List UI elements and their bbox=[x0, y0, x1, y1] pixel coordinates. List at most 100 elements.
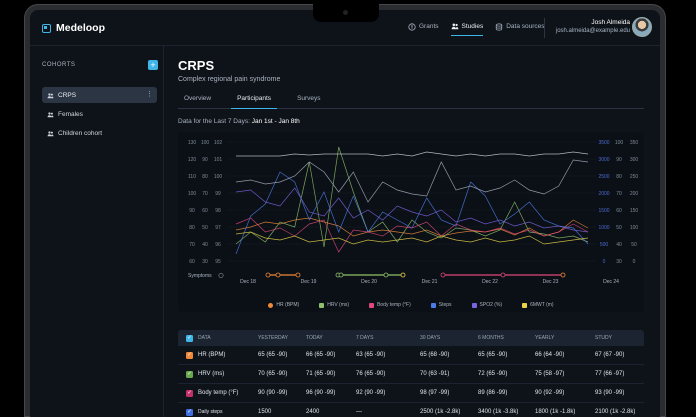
column-header[interactable]: 7 DAYS bbox=[356, 335, 374, 341]
legend-label: Body temp (°F) bbox=[377, 302, 411, 308]
y-tick-label: 50 bbox=[202, 225, 208, 231]
sidebar-item-females[interactable]: Females bbox=[42, 106, 157, 122]
date-range-label: Data for the Last 7 Days: bbox=[178, 118, 250, 125]
table-cell: 2100 (1k -2.8k) bbox=[595, 409, 636, 415]
y-tick-label: 40 bbox=[202, 242, 208, 248]
x-tick-label: Dec 22 bbox=[482, 279, 498, 285]
column-header[interactable]: 6 MONTHS bbox=[478, 335, 504, 341]
legend-body-temp[interactable]: Body temp (°F) bbox=[369, 302, 411, 308]
row-label: HRV (ms) bbox=[198, 371, 225, 377]
series-line bbox=[235, 217, 589, 253]
column-header[interactable]: 30 DAYS bbox=[420, 335, 441, 341]
y-tick-label: 2500 bbox=[598, 174, 609, 180]
cohorts-heading: COHORTS bbox=[42, 62, 76, 68]
y-tick-label: 60 bbox=[616, 208, 622, 214]
tab-bar: Overview Participants Surveys bbox=[178, 95, 644, 109]
legend-swatch bbox=[430, 302, 436, 308]
nav-studies[interactable]: Studies bbox=[450, 22, 484, 36]
series-line bbox=[235, 159, 589, 203]
series-line bbox=[235, 217, 589, 237]
y-tick-label: 3500 bbox=[598, 140, 609, 146]
data-table: ✓ DATA YESTERDAY TODAY 7 DAYS 30 DAYS 6 … bbox=[178, 330, 644, 417]
vitals-chart: 130 120 110 100 90 80 70 60 100 90 80 70 60 50 40 30 102… bbox=[178, 132, 644, 312]
y-tick-label: 60 bbox=[202, 208, 208, 214]
series-line bbox=[235, 187, 589, 233]
legend-label: SPO2 (%) bbox=[479, 302, 503, 308]
legend-hr[interactable]: HR (BPM) bbox=[268, 302, 299, 308]
legend-swatch bbox=[522, 302, 528, 308]
y-tick-label: 40 bbox=[616, 242, 622, 248]
table-cell: 3400 (1k -3.8k) bbox=[478, 409, 519, 415]
table-cell: 89 (86 -99) bbox=[478, 390, 508, 396]
table-row: ✓ HRV (ms) 70 (65 -90) 71 (65 -90) 76 (65 -9… bbox=[178, 365, 644, 384]
legend-label: HR (BPM) bbox=[276, 302, 300, 308]
sidebar-item-children-cohort[interactable]: Children cohort bbox=[42, 125, 157, 141]
y-tick-label: 101 bbox=[214, 157, 223, 163]
nav-grants[interactable]: Grants bbox=[408, 22, 439, 36]
nav-grants-label: Grants bbox=[419, 23, 439, 30]
legend-6mwt[interactable]: 6MWT (m) bbox=[522, 302, 554, 308]
tab-participants[interactable]: Participants bbox=[231, 95, 278, 109]
legend-hrv[interactable]: HRV (ms) bbox=[319, 302, 349, 308]
date-range-value[interactable]: Jan 1st - Jan 8th bbox=[251, 118, 300, 125]
row-checkbox[interactable]: ✓ bbox=[186, 389, 193, 397]
column-header[interactable]: YEARLY bbox=[535, 335, 555, 341]
y-tick-label: 98 bbox=[215, 208, 221, 214]
nav-data-sources[interactable]: Data sources bbox=[495, 22, 545, 36]
y-tick-label: 102 bbox=[214, 140, 223, 146]
legend-spo2[interactable]: SPO2 (%) bbox=[471, 302, 503, 308]
legend-label: 6MWT (m) bbox=[530, 302, 554, 308]
avatar[interactable] bbox=[632, 17, 652, 37]
x-tick-label: Dec 20 bbox=[361, 279, 377, 285]
y-tick-label: 70 bbox=[202, 191, 208, 197]
row-label-cell: ✓ Daily steps bbox=[178, 408, 258, 416]
legend-steps[interactable]: Steps bbox=[430, 302, 452, 308]
x-tick-label: Dec 18 bbox=[240, 279, 256, 285]
y-tick-label: 500 bbox=[600, 242, 609, 248]
table-cell: 98 (97 -99) bbox=[420, 390, 450, 396]
tab-overview[interactable]: Overview bbox=[184, 95, 212, 102]
column-header[interactable]: TODAY bbox=[306, 335, 323, 341]
y-tick-label: 95 bbox=[215, 259, 221, 265]
y-tick-label: 50 bbox=[631, 242, 637, 248]
y-tick-label: 150 bbox=[630, 208, 639, 214]
y-tick-label: 99 bbox=[215, 191, 221, 197]
tab-surveys[interactable]: Surveys bbox=[297, 95, 321, 102]
legend-swatch bbox=[369, 302, 375, 308]
y-tick-label: 100 bbox=[188, 191, 197, 197]
table-cell: 63 (65 -90) bbox=[356, 352, 386, 358]
y-tick-label: 1500 bbox=[598, 208, 609, 214]
app-window: Medeloop Grants Studies Data sources Jos… bbox=[30, 10, 660, 417]
more-options-icon[interactable]: ⋮ bbox=[146, 91, 153, 98]
table-cell: 1800 (1k -1.8k) bbox=[535, 409, 576, 415]
select-all-checkbox[interactable]: ✓ bbox=[186, 334, 193, 342]
series-line bbox=[236, 151, 589, 157]
y-tick-label: 300 bbox=[630, 157, 639, 163]
header-data-cell: ✓ DATA bbox=[178, 334, 258, 342]
table-cell: 1500 bbox=[258, 409, 272, 415]
symptom-marker bbox=[338, 272, 344, 278]
row-label-cell: ✓ HRV (ms) bbox=[178, 370, 258, 378]
column-header[interactable]: STUDY bbox=[595, 335, 612, 341]
column-header: DATA bbox=[198, 335, 211, 341]
symptom-marker bbox=[500, 272, 506, 278]
row-checkbox[interactable]: ✓ bbox=[186, 370, 193, 378]
user-info[interactable]: Josh Almeida josh.almeida@example.edu bbox=[556, 19, 630, 34]
add-cohort-button[interactable]: + bbox=[148, 60, 158, 70]
table-cell: 72 (65 -90) bbox=[478, 371, 508, 377]
x-tick-label: Dec 21 bbox=[422, 279, 438, 285]
app-logo[interactable]: Medeloop bbox=[42, 22, 105, 34]
page-title: CRPS bbox=[178, 58, 215, 73]
y-tick-label: 50 bbox=[616, 225, 622, 231]
x-tick-label: Dec 23 bbox=[543, 279, 559, 285]
series-line bbox=[235, 146, 589, 248]
column-header[interactable]: YESTERDAY bbox=[258, 335, 288, 341]
row-checkbox[interactable]: ✓ bbox=[186, 351, 193, 359]
chart-svg: 130 120 110 100 90 80 70 60 100 90 80 70 60 50 40 30 102… bbox=[188, 140, 639, 285]
y-tick-label: 80 bbox=[616, 174, 622, 180]
legend-label: HRV (ms) bbox=[327, 302, 350, 308]
table-row: ✓ Body temp (°F) 90 (90 -99) 96 (90 -99) 92 … bbox=[178, 384, 644, 403]
sidebar-item-crps[interactable]: CRPS ⋮ bbox=[42, 87, 157, 103]
y-tick-label: 100 bbox=[201, 140, 210, 146]
row-checkbox[interactable]: ✓ bbox=[186, 408, 193, 416]
